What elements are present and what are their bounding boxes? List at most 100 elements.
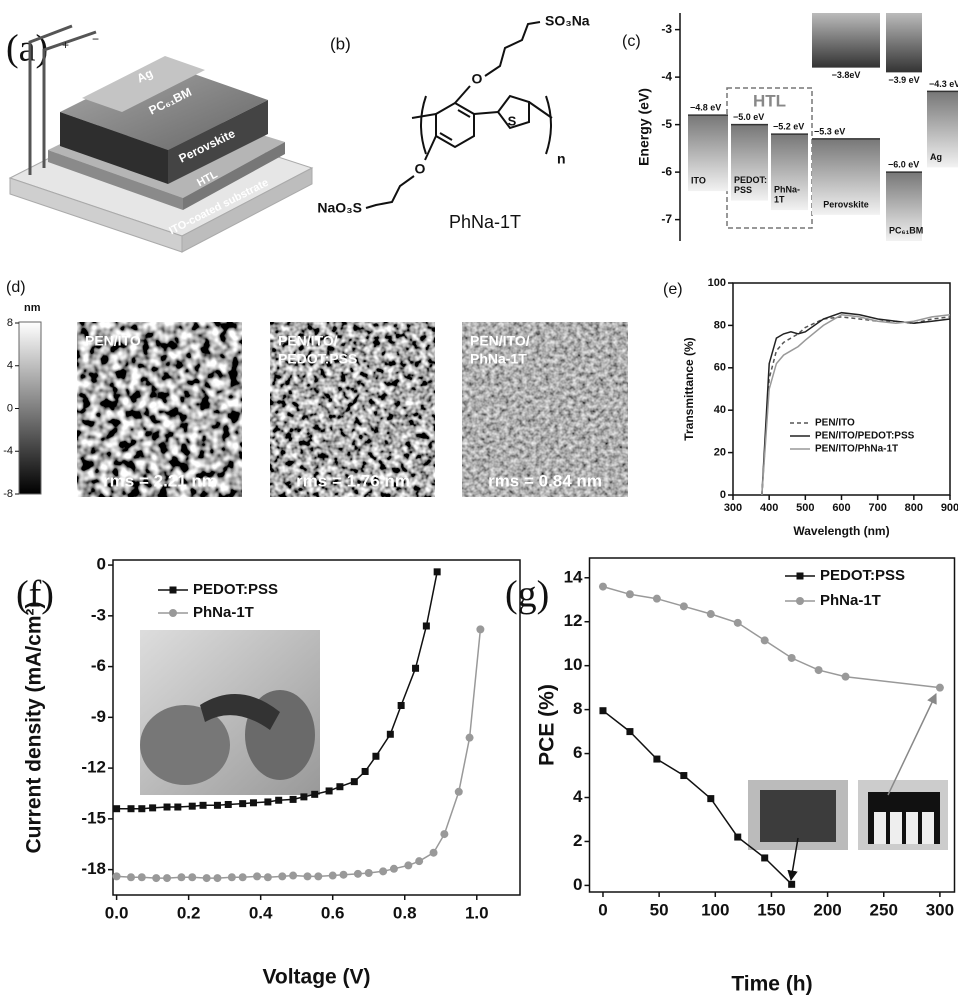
marker	[454, 787, 463, 796]
marker	[314, 872, 323, 881]
legend-label: PhNa-1T	[820, 592, 881, 609]
marker	[188, 873, 197, 882]
level-label: −4.3 eV	[929, 79, 958, 89]
y-tick-label: -6	[91, 656, 106, 675]
bond	[473, 111, 499, 115]
y-tick-label: -12	[81, 758, 106, 777]
x-axis-label: Time (h)	[731, 973, 812, 996]
y-tick-label: 14	[564, 567, 583, 586]
x-tick-label: 200	[813, 900, 841, 919]
material-label: Perovskite	[823, 199, 869, 209]
afm-image	[462, 322, 628, 497]
marker	[653, 755, 661, 763]
marker	[227, 873, 236, 882]
y-tick-label: -9	[91, 707, 106, 726]
polarity: −	[92, 32, 99, 46]
image-title: PEN/ITO/	[470, 333, 530, 349]
y-tick-label: -18	[81, 859, 106, 878]
energy-level	[812, 138, 880, 215]
marker	[386, 730, 394, 738]
colorbar	[18, 321, 42, 495]
y-tick-label: -15	[81, 808, 106, 827]
x-tick-label: 0.4	[249, 903, 273, 922]
legend-marker	[169, 586, 177, 594]
marker	[163, 803, 171, 811]
marker	[112, 872, 121, 881]
afm-image	[77, 322, 242, 497]
panel-label: (b)	[330, 34, 351, 53]
rms-label: rms = 0.84 nm	[488, 471, 602, 490]
level-label: −3.9 eV	[888, 75, 919, 85]
x-tick-label: 300	[926, 900, 954, 919]
energy-level	[886, 13, 922, 73]
marker	[177, 873, 186, 882]
x-tick-label: 1.0	[465, 903, 489, 922]
image-title: PEN/ITO	[85, 333, 141, 349]
marker	[263, 873, 272, 882]
marker	[137, 873, 146, 882]
group-label: HTL	[753, 91, 786, 110]
bond	[411, 113, 437, 119]
marker	[188, 802, 196, 810]
marker	[412, 664, 420, 672]
marker	[707, 795, 715, 803]
marker	[389, 864, 398, 873]
bond	[457, 109, 471, 118]
y-tick-label: 12	[564, 611, 583, 630]
substrate-side	[181, 167, 313, 253]
x-tick-label: 0.0	[105, 903, 129, 922]
y-tick-label: -7	[661, 212, 672, 226]
perovskite-side	[60, 112, 168, 184]
panel-b: (b) SO₃Na NaO₃S O O S n PhNa-1T	[317, 13, 589, 232]
marker	[404, 861, 413, 870]
marker	[814, 666, 823, 675]
panel-label: (d)	[6, 279, 26, 296]
marker	[127, 805, 135, 813]
marker	[174, 803, 182, 811]
wire	[28, 24, 73, 175]
energy-level	[688, 115, 728, 192]
marker	[679, 602, 688, 611]
image-title: PhNa-1T	[470, 351, 527, 367]
y-tick-label: 2	[573, 831, 582, 850]
marker	[599, 707, 607, 715]
marker	[598, 582, 607, 591]
marker	[465, 733, 474, 742]
series-line	[602, 585, 940, 689]
material-label: PEDOT:	[734, 175, 767, 185]
legend-label: PEDOT:PSS	[820, 567, 905, 584]
bracket	[545, 95, 552, 155]
marker	[138, 805, 146, 813]
marker	[325, 787, 333, 795]
energy-level	[812, 13, 880, 68]
legend-marker	[796, 572, 804, 580]
y-tick-label: 60	[714, 362, 726, 374]
marker	[841, 672, 850, 681]
marker	[336, 783, 344, 791]
x-tick-label: 50	[650, 900, 669, 919]
marker	[149, 804, 157, 812]
panel-d: (d) nm	[6, 279, 628, 497]
series-line	[761, 311, 951, 496]
marker	[275, 796, 283, 804]
marker	[199, 801, 207, 809]
panel-label: (c)	[622, 33, 641, 50]
y-tick-label: -3	[661, 22, 672, 36]
marker	[734, 833, 742, 841]
y-tick-label: 20	[714, 447, 726, 459]
marker	[152, 874, 161, 883]
marker	[253, 872, 262, 881]
colorbar-unit: nm	[24, 302, 41, 314]
x-tick-label: 0.2	[177, 903, 201, 922]
marker	[706, 610, 715, 619]
y-tick-label: -4	[661, 69, 672, 83]
marker	[249, 799, 257, 807]
level-label: −5.0 eV	[733, 112, 764, 122]
material-label: Ag	[930, 152, 942, 162]
marker	[163, 874, 172, 883]
marker	[213, 874, 222, 883]
marker	[202, 874, 211, 883]
marker	[733, 618, 742, 627]
x-tick-label: 100	[701, 900, 729, 919]
y-tick-label: 100	[708, 277, 726, 289]
